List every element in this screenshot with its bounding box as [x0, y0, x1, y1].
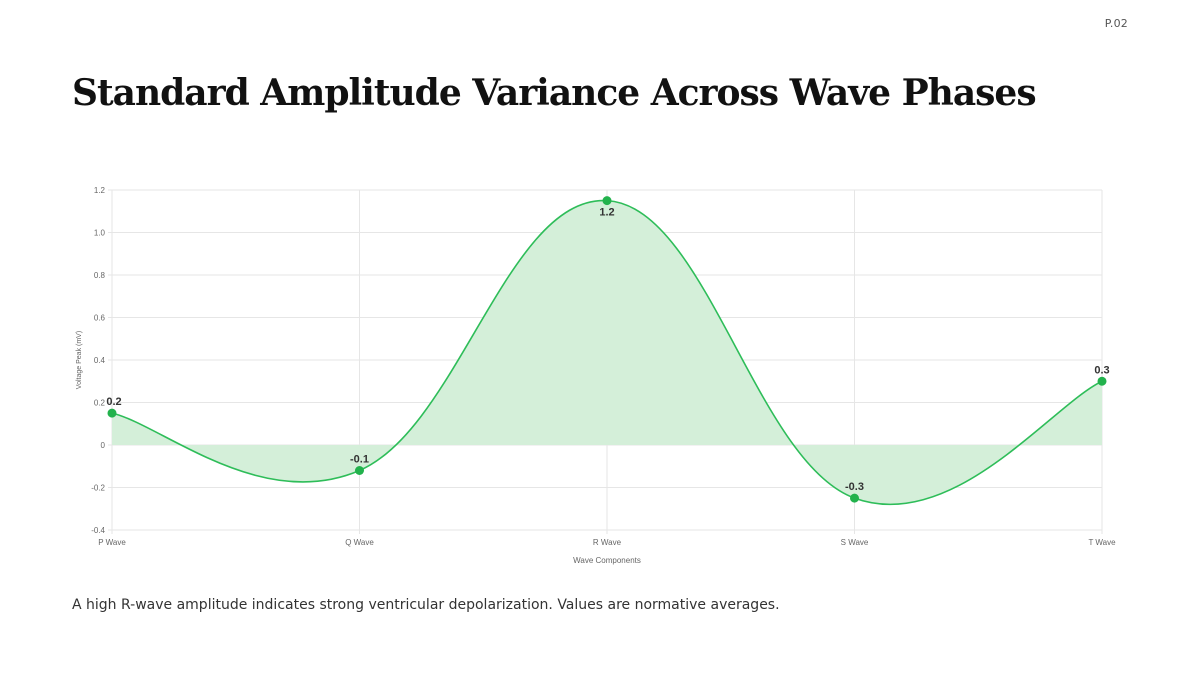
- chart-caption: A high R-wave amplitude indicates strong…: [72, 597, 780, 613]
- y-tick-label: 0.2: [94, 399, 106, 408]
- data-point: [355, 466, 364, 475]
- x-tick-label: R Wave: [593, 538, 622, 547]
- y-tick-label: 0.4: [94, 356, 106, 365]
- y-tick-label: 0.8: [94, 271, 106, 280]
- data-point: [602, 196, 612, 206]
- data-label: -0.3: [845, 481, 864, 493]
- y-tick-label: 1.0: [94, 229, 106, 238]
- data-label: 0.2: [106, 396, 121, 408]
- x-tick-label: Q Wave: [345, 538, 374, 547]
- area-fill: [112, 200, 1102, 505]
- x-axis-title: Wave Components: [573, 556, 641, 565]
- y-tick-labels: -0.4 -0.2 0 0.2 0.4 0.6 0.8 1.0 1.2: [91, 186, 105, 535]
- y-tick-label: -0.2: [91, 484, 105, 493]
- data-point: [1097, 376, 1107, 386]
- series-line: [111, 199, 1103, 506]
- x-tick-label: T Wave: [1088, 538, 1116, 547]
- data-labels: 0.2 -0.1 1.2 -0.3 0.3: [106, 207, 1109, 494]
- grid: [108, 189, 1103, 534]
- data-point: [107, 408, 117, 418]
- y-tick-label: -0.4: [91, 526, 105, 535]
- x-tick-labels: P Wave Q Wave R Wave S Wave T Wave: [98, 538, 1116, 547]
- y-tick-label: 0: [101, 441, 106, 450]
- data-points: [107, 196, 1107, 503]
- data-label: 0.3: [1094, 364, 1109, 376]
- x-tick-label: P Wave: [98, 538, 126, 547]
- y-tick-label: 0.6: [94, 314, 106, 323]
- y-axis-title: Voltage Peak (mV): [76, 331, 83, 389]
- data-label: -0.1: [350, 454, 369, 466]
- y-tick-label: 1.2: [94, 186, 106, 195]
- data-label: 1.2: [599, 207, 614, 219]
- page-number: P.02: [1104, 17, 1128, 30]
- x-tick-label: S Wave: [841, 538, 869, 547]
- page-title: Standard Amplitude Variance Across Wave …: [72, 72, 1037, 114]
- data-point: [850, 493, 859, 503]
